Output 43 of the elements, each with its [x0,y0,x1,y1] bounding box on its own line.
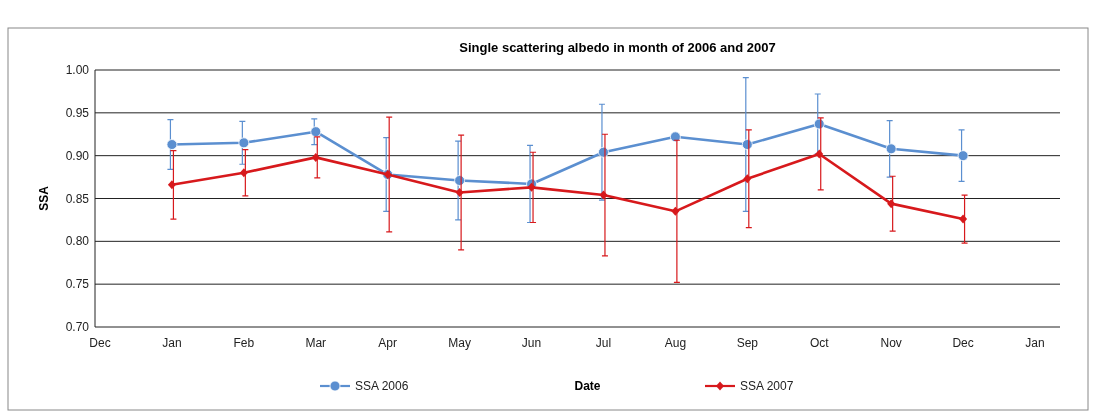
point [599,190,608,200]
x-tick-label: Oct [809,336,830,350]
x-tick-label: Apr [378,336,398,350]
point [885,143,897,155]
point [815,149,824,159]
point [743,174,752,184]
point [455,188,464,197]
x-tick-label: Jul [595,336,612,350]
y-tick-label: 0.75 [65,277,90,292]
x-tick-label: Mar [305,336,327,350]
point [238,137,250,149]
point [166,139,178,150]
x-tick-label: Dec [952,336,974,350]
point [669,131,681,143]
point [310,126,322,138]
point [311,152,320,162]
point [167,180,176,190]
y-axis-title: SSA [37,185,51,211]
point [671,206,680,216]
x-tick-label: Feb [233,336,255,350]
y-tick-label: 0.95 [65,105,90,120]
x-tick-label: Jan [1025,336,1045,350]
x-tick-label: May [448,336,471,350]
x-tick-label: Sep [736,336,759,350]
y-tick-label: 0.80 [65,234,90,249]
y-tick-label: 0.85 [65,191,90,206]
point [959,214,968,224]
y-tick-label: 1.00 [65,63,90,77]
legend-label: SSA 2006 [355,379,409,393]
y-tick-label: 0.90 [65,148,90,163]
x-axis-title: Date [574,379,601,393]
chart-title: Single scattering albedo in month of 2006 and 2007 [459,40,776,55]
x-tick-label: Aug [664,336,687,350]
x-tick-label: Dec [89,336,111,350]
x-tick-label: Jan [162,336,182,350]
x-tick-label: Jun [521,336,542,350]
point [957,150,969,162]
legend-label: SSA 2007 [740,379,794,393]
y-tick-label: 0.70 [65,320,90,334]
x-tick-label: Nov [880,336,902,350]
point [239,168,248,178]
point [527,182,536,192]
point [887,199,896,209]
